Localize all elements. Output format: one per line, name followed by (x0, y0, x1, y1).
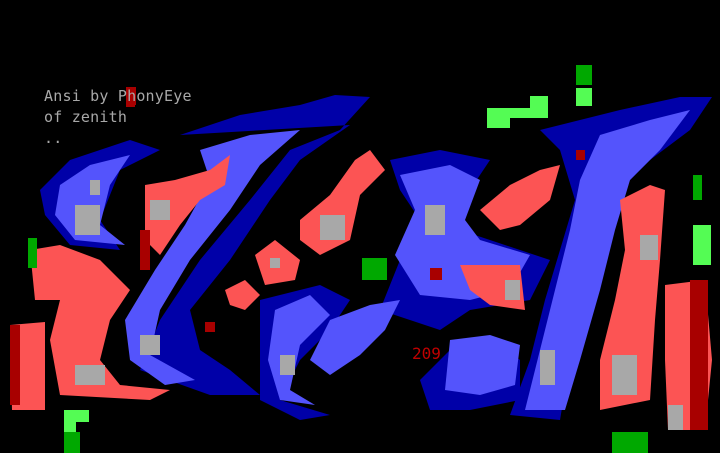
credit-line-dots: .. (44, 129, 63, 147)
credit-text: onyEye (136, 87, 192, 105)
light-blue-swoosh (55, 110, 690, 410)
dark-green-dither (28, 65, 702, 453)
credit-line-artist: Ansi by PhonyEye (44, 86, 192, 107)
credit-text: Ansi by P (44, 87, 128, 105)
dark-red-shapes (10, 87, 708, 430)
art-number: 209 (412, 344, 441, 363)
credit-highlight: h (127, 87, 137, 105)
gray-highlights (75, 180, 683, 430)
green-shapes (64, 88, 711, 432)
credit-line-group: of zenith (44, 108, 128, 126)
